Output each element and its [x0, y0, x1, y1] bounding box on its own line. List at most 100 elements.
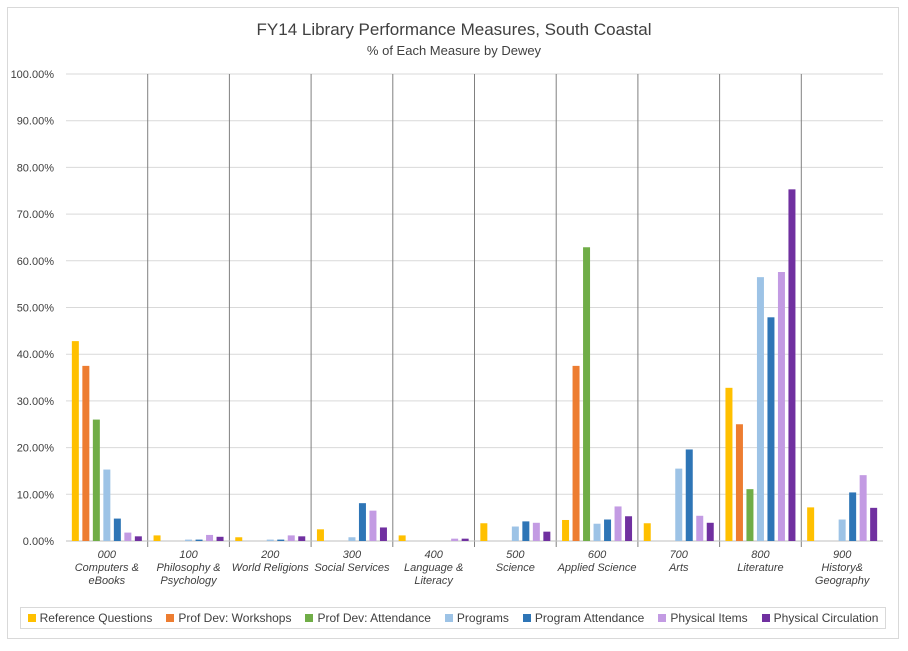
- y-tick-label: 50.00%: [17, 303, 55, 315]
- legend-label: Prof Dev: Workshops: [178, 611, 292, 625]
- chart-subtitle: % of Each Measure by Dewey: [366, 43, 542, 58]
- legend-item: Physical Items: [658, 611, 748, 625]
- x-tick-label: Arts: [668, 562, 689, 574]
- bar: [614, 506, 622, 541]
- bar: [522, 521, 530, 541]
- bar: [235, 537, 243, 541]
- bar: [206, 534, 214, 541]
- y-tick-label: 80.00%: [17, 162, 55, 174]
- legend-label: Reference Questions: [39, 611, 153, 625]
- bar: [849, 492, 857, 541]
- y-tick-label: 10.00%: [17, 489, 55, 501]
- x-tick-label: History&: [821, 562, 863, 574]
- x-tick-label: 500: [506, 549, 525, 561]
- bar: [604, 519, 612, 541]
- x-tick-label: Philosophy &: [156, 562, 220, 574]
- bar: [685, 449, 693, 541]
- x-tick-label: 800: [751, 549, 770, 561]
- bar: [746, 489, 754, 541]
- y-tick-label: 100.00%: [11, 69, 55, 81]
- x-tick-label: Psychology: [160, 575, 218, 587]
- chart-legend: Reference Questions Prof Dev: Workshops Pr…: [20, 607, 886, 629]
- legend-swatch: [27, 614, 36, 622]
- bar: [369, 510, 377, 541]
- bar: [461, 538, 469, 541]
- bar: [398, 535, 406, 541]
- legend-label: Prof Dev: Attendance: [317, 611, 431, 625]
- bar: [706, 522, 714, 541]
- x-tick-label: 400: [424, 549, 443, 561]
- bar: [134, 536, 142, 541]
- x-tick-label: Geography: [815, 575, 871, 587]
- bar: [153, 535, 161, 541]
- y-tick-label: 30.00%: [17, 396, 55, 408]
- legend-item: Prof Dev: Attendance: [305, 611, 431, 625]
- x-tick-label: Literacy: [414, 575, 454, 587]
- bar: [287, 535, 295, 541]
- x-tick-label: Language &: [404, 562, 463, 574]
- bar: [298, 536, 306, 541]
- bar: [316, 529, 324, 541]
- legend-swatch: [761, 614, 770, 622]
- bar: [756, 277, 764, 541]
- y-tick-label: 70.00%: [17, 209, 55, 221]
- bar: [103, 469, 111, 541]
- bar: [788, 189, 796, 541]
- x-tick-label: Science: [496, 562, 535, 574]
- bar: [358, 503, 366, 541]
- bar: [185, 539, 193, 541]
- chart-title: FY14 Library Performance Measures, South…: [256, 20, 652, 39]
- bar: [480, 523, 488, 541]
- bar: [777, 272, 785, 541]
- bar: [379, 527, 387, 541]
- y-tick-label: 90.00%: [17, 116, 55, 128]
- x-tick-label: World Religions: [232, 562, 310, 574]
- legend-label: Programs: [456, 611, 509, 625]
- bar: [859, 475, 867, 541]
- x-tick-label: 200: [260, 549, 280, 561]
- bar: [625, 516, 633, 541]
- bar: [195, 539, 203, 541]
- legend-swatch: [305, 614, 314, 622]
- bar: [675, 468, 683, 541]
- bar: [71, 341, 79, 541]
- legend-label: Program Attendance: [534, 611, 645, 625]
- x-tick-label: 600: [588, 549, 607, 561]
- legend-item: Programs: [444, 611, 509, 625]
- bar: [348, 537, 356, 541]
- x-tick-label: 700: [670, 549, 689, 561]
- legend-item: Program Attendance: [522, 611, 645, 625]
- x-tick-label: Computers &: [75, 562, 139, 574]
- bar: [735, 424, 743, 541]
- bar: [583, 247, 591, 541]
- bar: [562, 519, 570, 541]
- bar: [82, 365, 90, 541]
- y-tick-label: 60.00%: [17, 256, 55, 268]
- y-tick-label: 0.00%: [23, 536, 54, 548]
- bar: [696, 515, 704, 541]
- bar: [511, 526, 519, 541]
- bar: [593, 523, 601, 541]
- y-tick-label: 20.00%: [17, 443, 55, 455]
- x-tick-label: 100: [179, 549, 198, 561]
- legend-label: Physical Items: [670, 611, 748, 625]
- bar: [870, 507, 878, 541]
- legend-item: Prof Dev: Workshops: [166, 611, 291, 625]
- legend-swatch: [658, 614, 667, 622]
- x-tick-label: 900: [833, 549, 852, 561]
- bar: [572, 365, 580, 541]
- bar: [725, 387, 733, 541]
- legend-swatch: [444, 614, 453, 622]
- x-tick-label: eBooks: [88, 575, 125, 587]
- bar: [216, 536, 224, 541]
- bar: [838, 519, 846, 541]
- bar: [643, 523, 651, 541]
- legend-label: Physical Circulation: [773, 611, 879, 625]
- legend-item: Physical Circulation: [761, 611, 879, 625]
- bar: [266, 539, 274, 541]
- legend-item: Reference Questions: [27, 611, 153, 625]
- bar: [807, 507, 815, 541]
- y-tick-label: 40.00%: [17, 349, 55, 361]
- bar: [767, 317, 775, 541]
